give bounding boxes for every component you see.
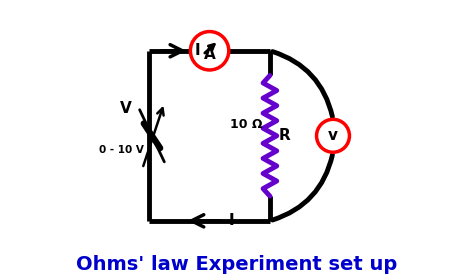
- Text: R: R: [279, 128, 291, 143]
- Text: V: V: [120, 101, 132, 116]
- Text: Ohms' law Experiment set up: Ohms' law Experiment set up: [76, 255, 398, 274]
- Text: A: A: [204, 47, 216, 62]
- Text: v: v: [328, 128, 338, 143]
- Text: 10 Ω: 10 Ω: [230, 118, 263, 131]
- Text: 0 - 10 V: 0 - 10 V: [100, 145, 144, 155]
- Text: I: I: [194, 43, 200, 58]
- Text: I: I: [229, 213, 235, 228]
